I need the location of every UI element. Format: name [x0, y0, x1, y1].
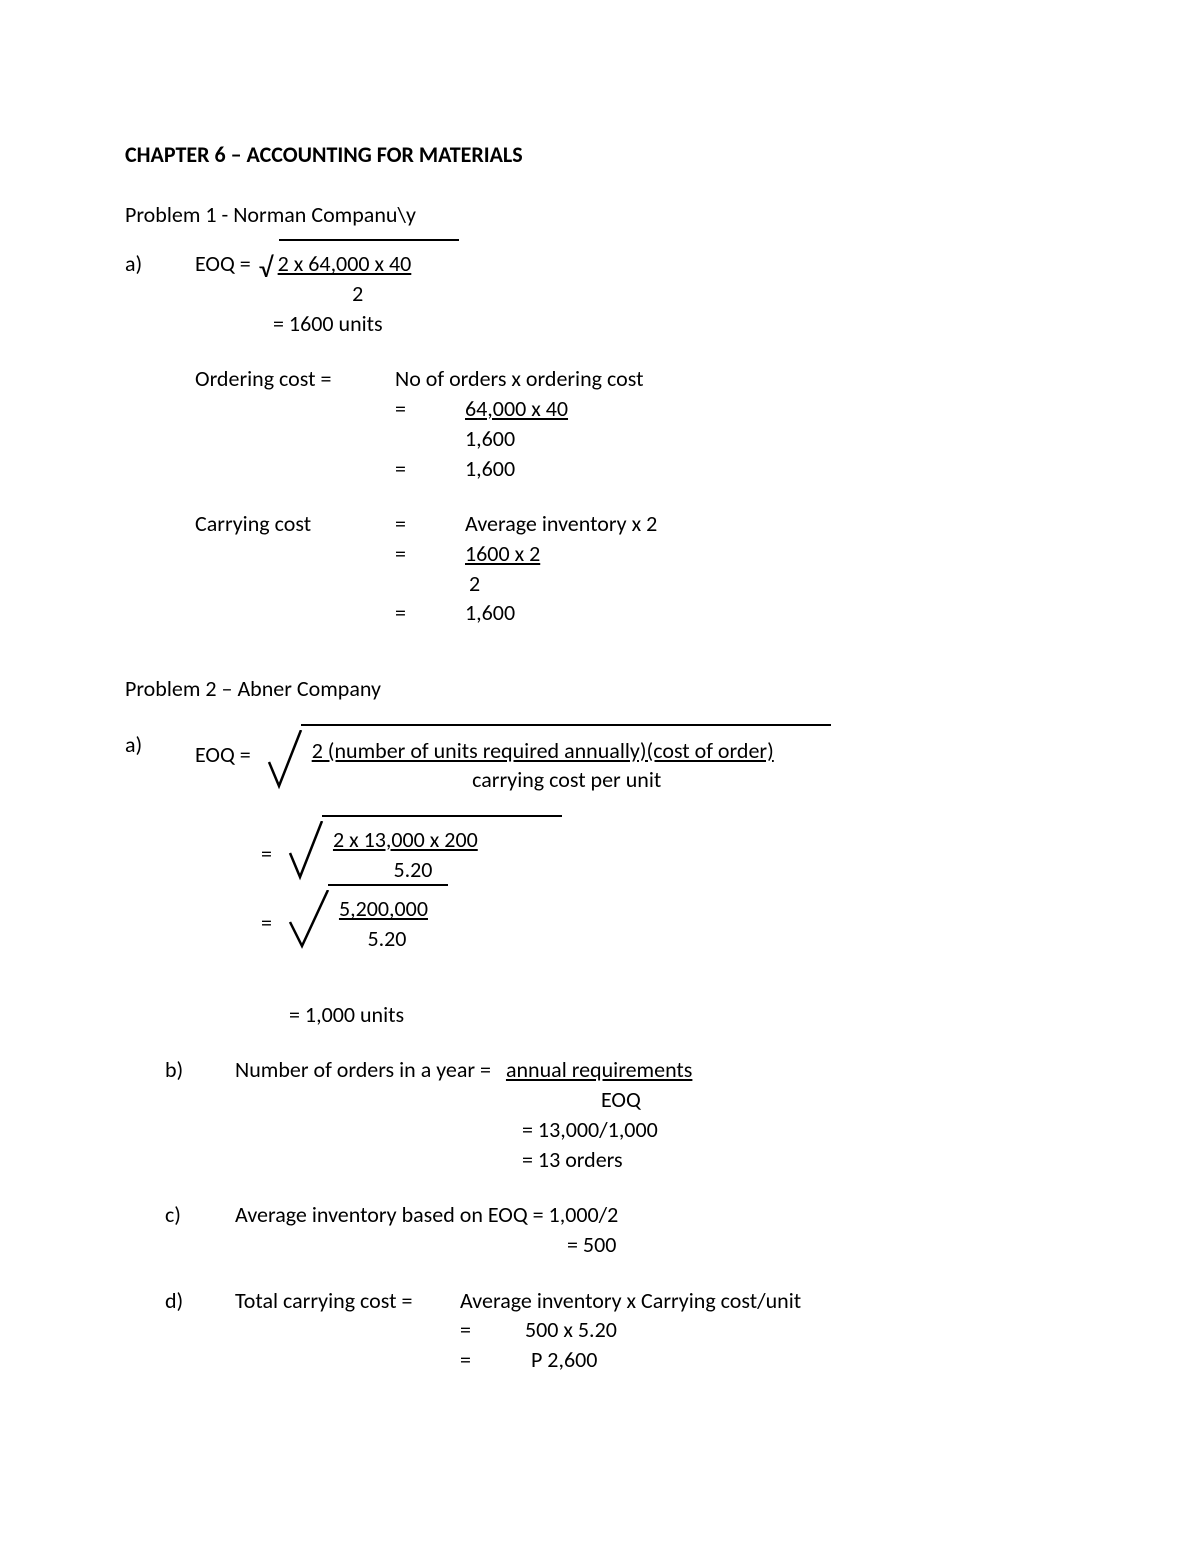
p2-d-label: d) — [165, 1286, 235, 1316]
radical-icon — [288, 890, 334, 950]
document-page: CHAPTER 6 – ACCOUNTING FOR MATERIALS Pro… — [0, 0, 1200, 1553]
p2-b-frac-num: annual requirements — [506, 1056, 692, 1083]
p1-a-eoq: a) EOQ = √ 2 x 64,000 x 40 2 = 1600 unit… — [125, 249, 1075, 338]
vinculum — [279, 239, 459, 241]
p2-b-label: b) — [165, 1055, 235, 1085]
cc-frac-den: 2 — [425, 569, 480, 599]
p2-b: b) Number of orders in a year = annual r… — [125, 1055, 1075, 1174]
carrying-cost-label: Carrying cost — [195, 509, 395, 539]
problem-1-title: Problem 1 - Norman Companu\y — [125, 200, 1075, 230]
ordering-cost-label: Ordering cost = — [195, 364, 395, 394]
p1-a-body: EOQ = √ 2 x 64,000 x 40 2 = 1600 units — [195, 249, 438, 338]
vinculum — [301, 724, 831, 726]
eoq-numer: 2 x 64,000 x 40 — [278, 250, 412, 277]
formula-num: 2 (number of units required annually)(co… — [312, 737, 774, 764]
cc-result: 1,600 — [425, 598, 515, 628]
p2-b-frac-den: EOQ — [235, 1085, 692, 1115]
eoq-lhs: EOQ = — [195, 730, 251, 770]
p2-d-step: 500 x 5.20 — [495, 1316, 617, 1343]
p2-c: c) Average inventory based on EOQ = 1,00… — [125, 1200, 1075, 1259]
p2-a-label: a) — [125, 730, 195, 760]
equals-icon: = — [395, 394, 425, 424]
p2-b-lhs: Number of orders in a year = — [235, 1056, 491, 1083]
radical-icon — [288, 821, 328, 881]
p2-d-lhs: Total carrying cost = — [235, 1286, 455, 1316]
oc-frac-den: 1,600 — [425, 424, 515, 454]
eoq3-den: 5.20 — [339, 924, 435, 954]
p2-d: d) Total carrying cost = Average invento… — [125, 1286, 1075, 1375]
formula-den: carrying cost per unit — [312, 765, 822, 795]
p2-b-step: = 13,000/1,000 — [235, 1115, 692, 1145]
eoq-result: = 1600 units — [195, 309, 438, 339]
equals-icon: = — [261, 821, 272, 869]
chapter-title: CHAPTER 6 – ACCOUNTING FOR MATERIALS — [125, 140, 1075, 170]
p2-c-label: c) — [165, 1200, 235, 1230]
p2-b-result: = 13 orders — [235, 1145, 692, 1175]
eoq2-num: 2 x 13,000 x 200 — [333, 826, 478, 853]
equals-icon: = — [395, 598, 425, 628]
p1-ordering-cost: Ordering cost = No of orders x ordering … — [125, 364, 1075, 483]
equals-icon: = — [395, 509, 425, 539]
vinculum — [328, 884, 448, 886]
equals-icon: = — [395, 539, 425, 569]
cc-desc: Average inventory x 2 — [425, 509, 657, 539]
oc-frac-num: 64,000 x 40 — [465, 395, 568, 422]
eoq-denom: 2 — [278, 279, 438, 309]
vinculum — [322, 815, 562, 817]
equals-icon: = — [460, 1315, 490, 1345]
p2-d-desc: Average inventory x Carrying cost/unit — [460, 1287, 801, 1314]
p1-a-label: a) — [125, 249, 195, 279]
p2-a-eoq-formula: a) EOQ = 2 (number of units required ann… — [125, 730, 1075, 1030]
problem-2-title: Problem 2 – Abner Company — [125, 674, 1075, 704]
p2-eoq-result: = 1,000 units — [195, 1000, 822, 1030]
radical-icon: √ — [259, 249, 273, 287]
p2-c-result: = 500 — [235, 1230, 618, 1260]
p2-d-result: P 2,600 — [495, 1346, 597, 1373]
p1-carrying-cost: Carrying cost = Average inventory x 2 = … — [125, 509, 1075, 628]
eoq2-den: 5.20 — [333, 855, 493, 885]
eoq3-num: 5,200,000 — [339, 895, 428, 922]
cc-frac-num: 1600 x 2 — [465, 540, 540, 567]
equals-icon: = — [460, 1345, 490, 1375]
equals-icon: = — [261, 890, 272, 938]
radical-icon — [267, 730, 307, 790]
oc-result: 1,600 — [425, 454, 515, 484]
eoq-lhs: EOQ = — [195, 249, 251, 279]
p2-c-line1: Average inventory based on EOQ = 1,000/2 — [235, 1200, 618, 1230]
equals-icon: = — [395, 454, 425, 484]
ordering-cost-desc: No of orders x ordering cost — [395, 364, 643, 394]
